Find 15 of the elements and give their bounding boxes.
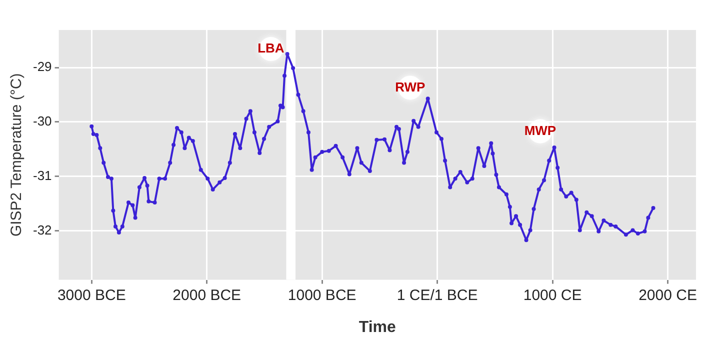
x-tick-label: 1000 BCE [288,286,356,304]
y-tick-label: -32 [32,222,52,238]
y-tick-label: -29 [32,59,52,74]
x-tick-label: 2000 CE [638,286,697,304]
x-axis-title: Time [358,318,396,336]
annotation: MWP [524,122,556,138]
x-tick-label: 1000 CE [523,286,582,304]
annotation: RWP [395,79,426,94]
x-tick-label: 2000 BCE [172,286,242,304]
y-tick-label: -31 [32,168,52,183]
x-tick-label: 3000 BCE [57,286,126,304]
y-axis-title: GISP2 Temperature (°C) [8,73,26,237]
annotation: LBA [258,40,285,56]
y-tick-label: -30 [32,114,52,129]
x-tick-label: 1 CE/1 BCE [396,286,478,304]
